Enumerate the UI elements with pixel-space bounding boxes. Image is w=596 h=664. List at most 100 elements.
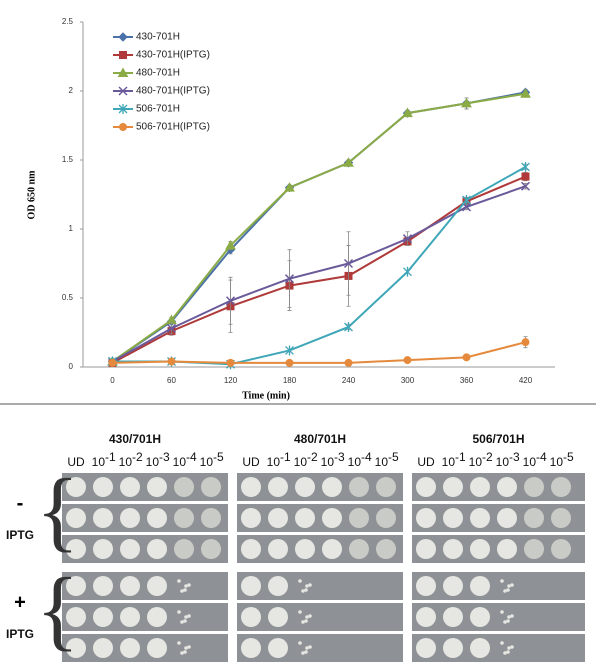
spot bbox=[174, 477, 194, 497]
dilution-exp: -1 bbox=[455, 450, 466, 464]
legend-label: 506-701H bbox=[136, 104, 180, 115]
spot bbox=[551, 477, 571, 497]
legend-marker bbox=[119, 33, 127, 41]
colony bbox=[308, 645, 312, 649]
colony bbox=[304, 588, 308, 592]
y-tick-label: 2 bbox=[69, 86, 74, 95]
spot bbox=[201, 508, 221, 528]
x-tick-label: 360 bbox=[460, 376, 474, 385]
spot bbox=[147, 638, 167, 658]
legend-marker bbox=[120, 124, 127, 131]
plate-row bbox=[237, 603, 403, 631]
spot bbox=[524, 508, 544, 528]
brace: { bbox=[36, 462, 79, 561]
spot bbox=[376, 477, 396, 497]
spot bbox=[93, 638, 113, 658]
spot bbox=[416, 607, 436, 627]
plate-row bbox=[237, 634, 403, 662]
spot bbox=[268, 638, 288, 658]
marker bbox=[227, 359, 234, 366]
spot bbox=[120, 638, 140, 658]
colony bbox=[506, 588, 510, 592]
colony bbox=[510, 645, 514, 649]
plate-row bbox=[412, 603, 585, 631]
spot bbox=[470, 638, 490, 658]
colony bbox=[500, 610, 504, 614]
spot bbox=[201, 539, 221, 559]
colony bbox=[177, 641, 181, 645]
spot bbox=[443, 576, 463, 596]
spot bbox=[443, 477, 463, 497]
spot bbox=[295, 477, 315, 497]
colony bbox=[187, 614, 191, 618]
spot bbox=[416, 539, 436, 559]
dilution-base: 10 bbox=[321, 455, 335, 469]
spot bbox=[349, 539, 369, 559]
condition-sign: - bbox=[17, 492, 24, 514]
spot bbox=[120, 576, 140, 596]
marker bbox=[522, 162, 530, 172]
marker bbox=[463, 354, 470, 361]
dilution-base: 10 bbox=[550, 455, 564, 469]
colony bbox=[187, 583, 191, 587]
dilution-exp: -5 bbox=[213, 450, 224, 464]
colony bbox=[510, 614, 514, 618]
colony bbox=[187, 645, 191, 649]
spot bbox=[147, 576, 167, 596]
spot bbox=[470, 576, 490, 596]
dilution-base: 10 bbox=[442, 455, 456, 469]
dilution-exp: -1 bbox=[105, 450, 116, 464]
spot bbox=[349, 508, 369, 528]
spot bbox=[120, 607, 140, 627]
spot bbox=[147, 539, 167, 559]
spot bbox=[120, 508, 140, 528]
dilution-label: UD bbox=[417, 455, 435, 469]
colony bbox=[183, 650, 187, 654]
colony bbox=[500, 579, 504, 583]
y-tick-label: 0 bbox=[69, 362, 74, 371]
dilution-exp: -2 bbox=[307, 450, 318, 464]
dilution-exp: -2 bbox=[482, 450, 493, 464]
brace: { bbox=[36, 561, 79, 660]
spot bbox=[524, 539, 544, 559]
plate-row bbox=[62, 634, 228, 662]
dilution-base: 10 bbox=[348, 455, 362, 469]
spot bbox=[416, 508, 436, 528]
dilution-base: 10 bbox=[294, 455, 308, 469]
dilution-exp: -3 bbox=[334, 450, 345, 464]
legend-label: 480-701H bbox=[136, 68, 180, 79]
x-tick-label: 240 bbox=[342, 376, 356, 385]
marker bbox=[345, 322, 353, 332]
colony bbox=[298, 579, 302, 583]
dilution-exp: -4 bbox=[536, 450, 547, 464]
spot bbox=[349, 477, 369, 497]
marker bbox=[404, 357, 411, 364]
plate-row bbox=[62, 572, 228, 600]
legend-label: 506-701H(IPTG) bbox=[136, 122, 210, 133]
dilution-exp: -4 bbox=[186, 450, 197, 464]
spot bbox=[268, 576, 288, 596]
dilution-exp: -5 bbox=[563, 450, 574, 464]
dilution-base: 10 bbox=[146, 455, 160, 469]
legend-label: 480-701H(IPTG) bbox=[136, 86, 210, 97]
dilution-exp: -1 bbox=[280, 450, 291, 464]
legend-label: 430-701H bbox=[136, 32, 180, 43]
dilution-base: 10 bbox=[119, 455, 133, 469]
x-tick-label: 0 bbox=[110, 376, 115, 385]
dilution-exp: -4 bbox=[361, 450, 372, 464]
x-tick-label: 420 bbox=[519, 376, 533, 385]
spot bbox=[120, 539, 140, 559]
spot bbox=[268, 539, 288, 559]
spot bbox=[416, 638, 436, 658]
spot bbox=[174, 539, 194, 559]
series bbox=[109, 162, 530, 369]
y-tick-label: 2.5 bbox=[62, 17, 74, 26]
spot bbox=[147, 508, 167, 528]
line bbox=[113, 186, 526, 361]
figure: Time (min) OD 650 nm 00.511.522.50601201… bbox=[0, 0, 596, 664]
spot bbox=[241, 539, 261, 559]
y-axis-title: OD 650 nm bbox=[26, 170, 37, 220]
spot bbox=[93, 508, 113, 528]
dilution-base: 10 bbox=[375, 455, 389, 469]
spot bbox=[443, 539, 463, 559]
